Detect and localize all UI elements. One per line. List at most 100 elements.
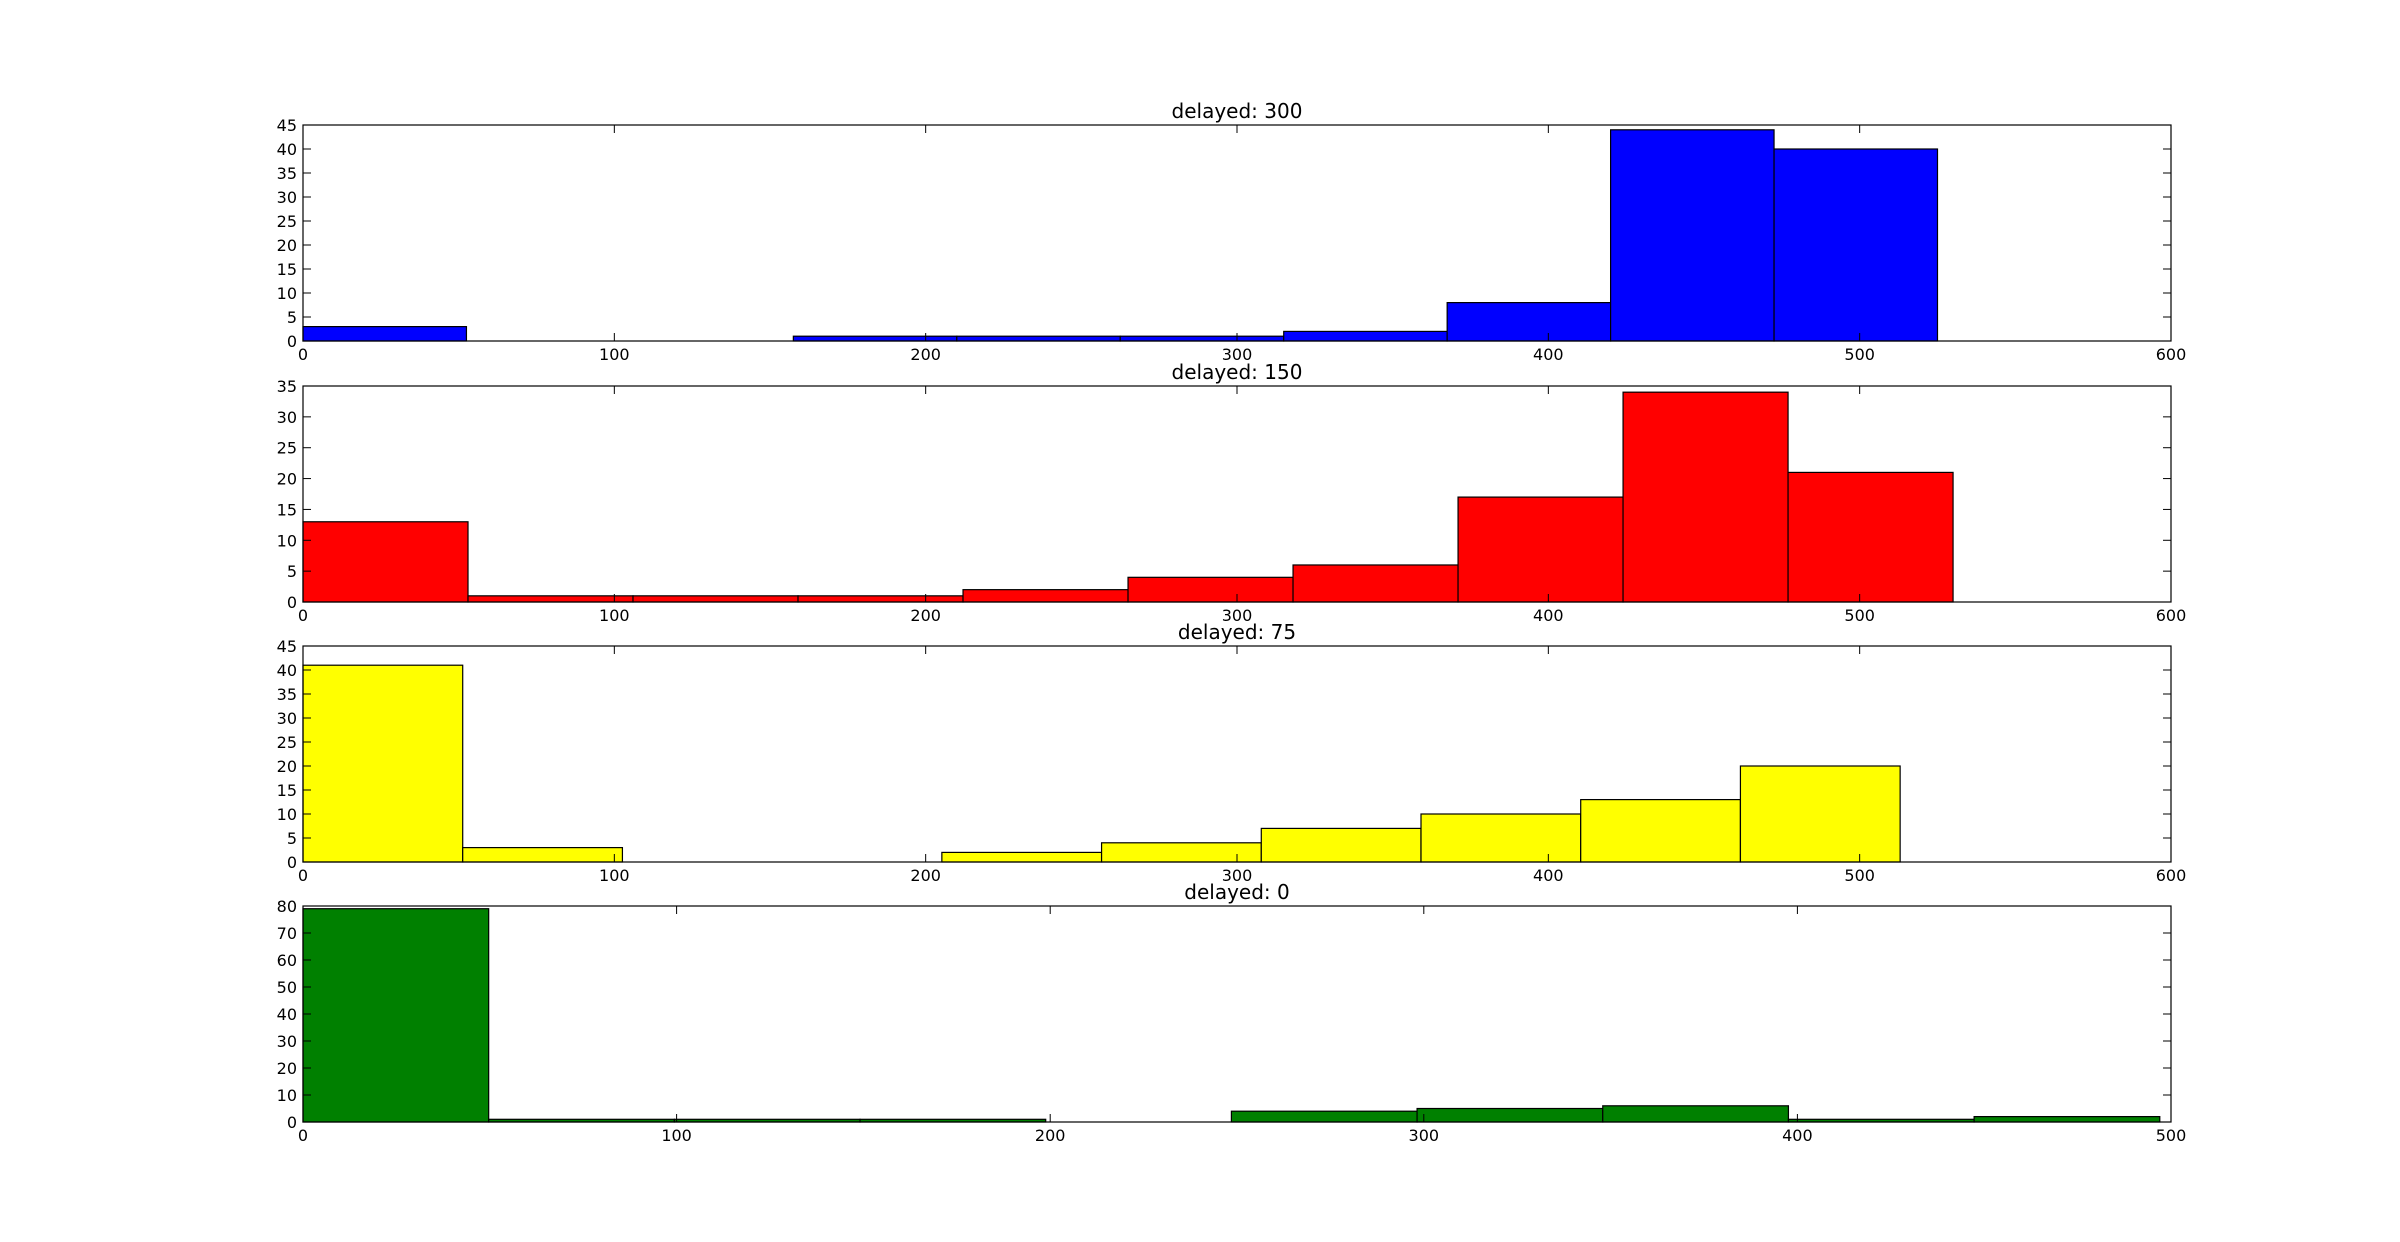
histogram-bar	[1230, 1110, 1418, 1123]
histogram-bar	[1787, 471, 1954, 603]
y-tick-label: 80	[277, 897, 297, 916]
histogram-bar	[632, 595, 799, 603]
x-tick-label: 0	[298, 345, 308, 364]
x-tick-label: 200	[1035, 1126, 1066, 1145]
x-tick-label: 500	[1844, 866, 1875, 885]
x-tick-label: 100	[599, 866, 630, 885]
y-tick-label: 25	[277, 439, 297, 458]
x-tick-label: 500	[1844, 606, 1875, 625]
panel-title: delayed: 0	[1184, 880, 1289, 904]
x-tick-label: 300	[1222, 606, 1253, 625]
y-tick-label: 30	[277, 188, 297, 207]
y-tick-label: 25	[277, 733, 297, 752]
x-tick-label: 200	[910, 345, 941, 364]
histogram-bar	[962, 589, 1129, 603]
panel-title: delayed: 75	[1178, 620, 1296, 644]
x-tick-label: 200	[910, 606, 941, 625]
x-tick-label: 600	[2156, 606, 2187, 625]
y-tick-label: 30	[277, 408, 297, 427]
y-tick-label: 0	[287, 1113, 297, 1132]
y-tick-label: 30	[277, 1032, 297, 1051]
x-tick-label: 300	[1222, 866, 1253, 885]
histogram-bar	[1609, 129, 1775, 342]
panel-title: delayed: 300	[1172, 99, 1303, 123]
y-tick-label: 35	[277, 685, 297, 704]
histogram-bar	[1622, 391, 1789, 603]
histogram-panel: 0 100 200 300 400 500 600 0 5 10 15 20 25 30 35 delayed…	[277, 360, 2187, 625]
y-tick-label: 15	[277, 260, 297, 279]
histogram-panel: 0 100 200 300 400 500 0 10 20 30 40 50 60 70 80 delayed…	[277, 880, 2187, 1145]
x-tick-label: 400	[1782, 1126, 1813, 1145]
y-tick-label: 0	[287, 853, 297, 872]
histogram-bar	[1580, 798, 1742, 863]
histogram-bar	[956, 335, 1121, 342]
histogram-bar	[797, 595, 964, 603]
x-tick-label: 0	[298, 606, 308, 625]
x-tick-label: 600	[2156, 866, 2187, 885]
histogram-bar	[462, 846, 624, 863]
y-tick-label: 45	[277, 116, 297, 135]
x-tick-label: 100	[599, 606, 630, 625]
y-tick-label: 5	[287, 308, 297, 327]
x-tick-label: 100	[599, 345, 630, 364]
histogram-bar	[1127, 576, 1294, 603]
x-tick-label: 0	[298, 866, 308, 885]
histogram-bar	[467, 595, 634, 603]
y-tick-label: 0	[287, 332, 297, 351]
x-tick-label: 0	[298, 1126, 308, 1145]
histogram-bar	[1446, 302, 1612, 342]
x-tick-label: 500	[2156, 1126, 2187, 1145]
histogram-bar	[1973, 1115, 2161, 1123]
histogram-bar	[1457, 496, 1624, 603]
x-tick-label: 100	[661, 1126, 692, 1145]
histogram-bar	[1292, 564, 1459, 603]
y-tick-label: 5	[287, 562, 297, 581]
histogram-bar	[302, 664, 464, 863]
y-tick-label: 20	[277, 470, 297, 489]
y-tick-label: 10	[277, 1086, 297, 1105]
x-tick-label: 200	[910, 866, 941, 885]
histogram-bar	[1260, 827, 1422, 863]
y-tick-label: 15	[277, 500, 297, 519]
histogram-bar	[1420, 813, 1582, 863]
y-tick-label: 10	[277, 805, 297, 824]
y-tick-label: 40	[277, 1005, 297, 1024]
x-tick-label: 400	[1533, 866, 1564, 885]
y-tick-label: 50	[277, 978, 297, 997]
y-tick-label: 40	[277, 140, 297, 159]
histogram-bar	[1283, 330, 1448, 342]
x-tick-label: 300	[1409, 1126, 1440, 1145]
y-tick-label: 20	[277, 236, 297, 255]
y-tick-label: 30	[277, 709, 297, 728]
histogram-bar	[1416, 1107, 1604, 1123]
histogram-bar	[1119, 335, 1285, 342]
histogram-bar	[1602, 1105, 1790, 1123]
x-tick-label: 300	[1222, 345, 1253, 364]
histogram-bar	[1739, 765, 1901, 863]
histogram-panel: 0 100 200 300 400 500 600051015202530354045del…	[277, 99, 2187, 364]
y-tick-label: 45	[277, 637, 297, 656]
y-tick-label: 5	[287, 829, 297, 848]
x-tick-label: 600	[2156, 345, 2187, 364]
y-tick-label: 20	[277, 757, 297, 776]
histogram-bar	[941, 851, 1103, 863]
y-tick-label: 60	[277, 951, 297, 970]
y-tick-label: 40	[277, 661, 297, 680]
histogram-panel: 0 100 200 300 400 500 600051015202530354045del…	[277, 620, 2187, 885]
y-tick-label: 20	[277, 1059, 297, 1078]
y-tick-label: 10	[277, 531, 297, 550]
x-tick-label: 500	[1844, 345, 1875, 364]
y-tick-label: 0	[287, 593, 297, 612]
y-tick-label: 25	[277, 212, 297, 231]
histogram-bar	[302, 521, 469, 603]
x-tick-label: 400	[1533, 606, 1564, 625]
y-tick-label: 35	[277, 377, 297, 396]
histogram-bar	[302, 326, 468, 342]
y-tick-label: 70	[277, 924, 297, 943]
y-tick-label: 35	[277, 164, 297, 183]
histogram-bar	[302, 908, 490, 1123]
histogram-bar	[792, 335, 958, 342]
y-tick-label: 10	[277, 284, 297, 303]
x-tick-label: 400	[1533, 345, 1564, 364]
y-tick-label: 15	[277, 781, 297, 800]
